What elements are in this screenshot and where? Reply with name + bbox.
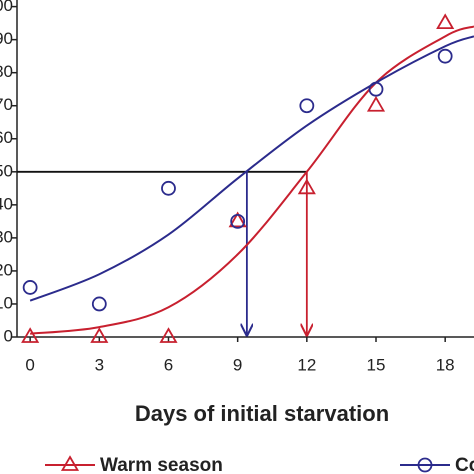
y-tick-label: 100 <box>0 0 13 15</box>
x-tick-label: 0 <box>25 355 34 374</box>
x-tick-label: 18 <box>436 355 455 374</box>
circle-marker <box>299 98 315 114</box>
y-tick-label: 20 <box>0 260 13 279</box>
y-tick-label: 70 <box>0 95 13 114</box>
y-tick-label: 80 <box>0 62 13 81</box>
y-tick-label: 50 <box>0 161 13 180</box>
x-tick-label: 9 <box>233 355 242 374</box>
legend-label: Warm season <box>100 455 223 474</box>
y-tick-label: 60 <box>0 128 13 147</box>
triangle-marker <box>60 455 80 471</box>
circle-marker <box>91 296 107 312</box>
x-tick-label: 15 <box>367 355 386 374</box>
y-tick-label: 30 <box>0 227 13 246</box>
triangle-marker <box>297 178 316 195</box>
circle-marker <box>161 180 176 196</box>
x-tick-label: 6 <box>164 355 173 374</box>
triangle-marker <box>366 95 386 112</box>
fit-curve <box>29 35 474 302</box>
triangle-marker <box>228 211 247 228</box>
triangle-marker <box>90 327 109 343</box>
y-tick-label: 90 <box>0 29 13 48</box>
circle-marker <box>368 81 384 97</box>
y-tick-label: 0 <box>4 326 13 345</box>
y-tick-label: 40 <box>0 194 13 213</box>
y-tick-label: 10 <box>0 293 13 312</box>
fit-curve <box>30 25 474 335</box>
circle-marker <box>230 213 246 229</box>
x-tick-label: 3 <box>95 355 104 374</box>
triangle-marker <box>436 13 455 30</box>
circle-marker <box>22 280 38 295</box>
triangle-marker <box>21 327 40 343</box>
legend-label: Cold season <box>455 455 474 474</box>
circle-marker <box>417 457 433 473</box>
triangle-marker <box>159 327 178 343</box>
circle-marker <box>437 48 453 64</box>
x-tick-label: 12 <box>297 355 316 374</box>
x-axis-title: Days of initial starvation <box>135 401 389 426</box>
